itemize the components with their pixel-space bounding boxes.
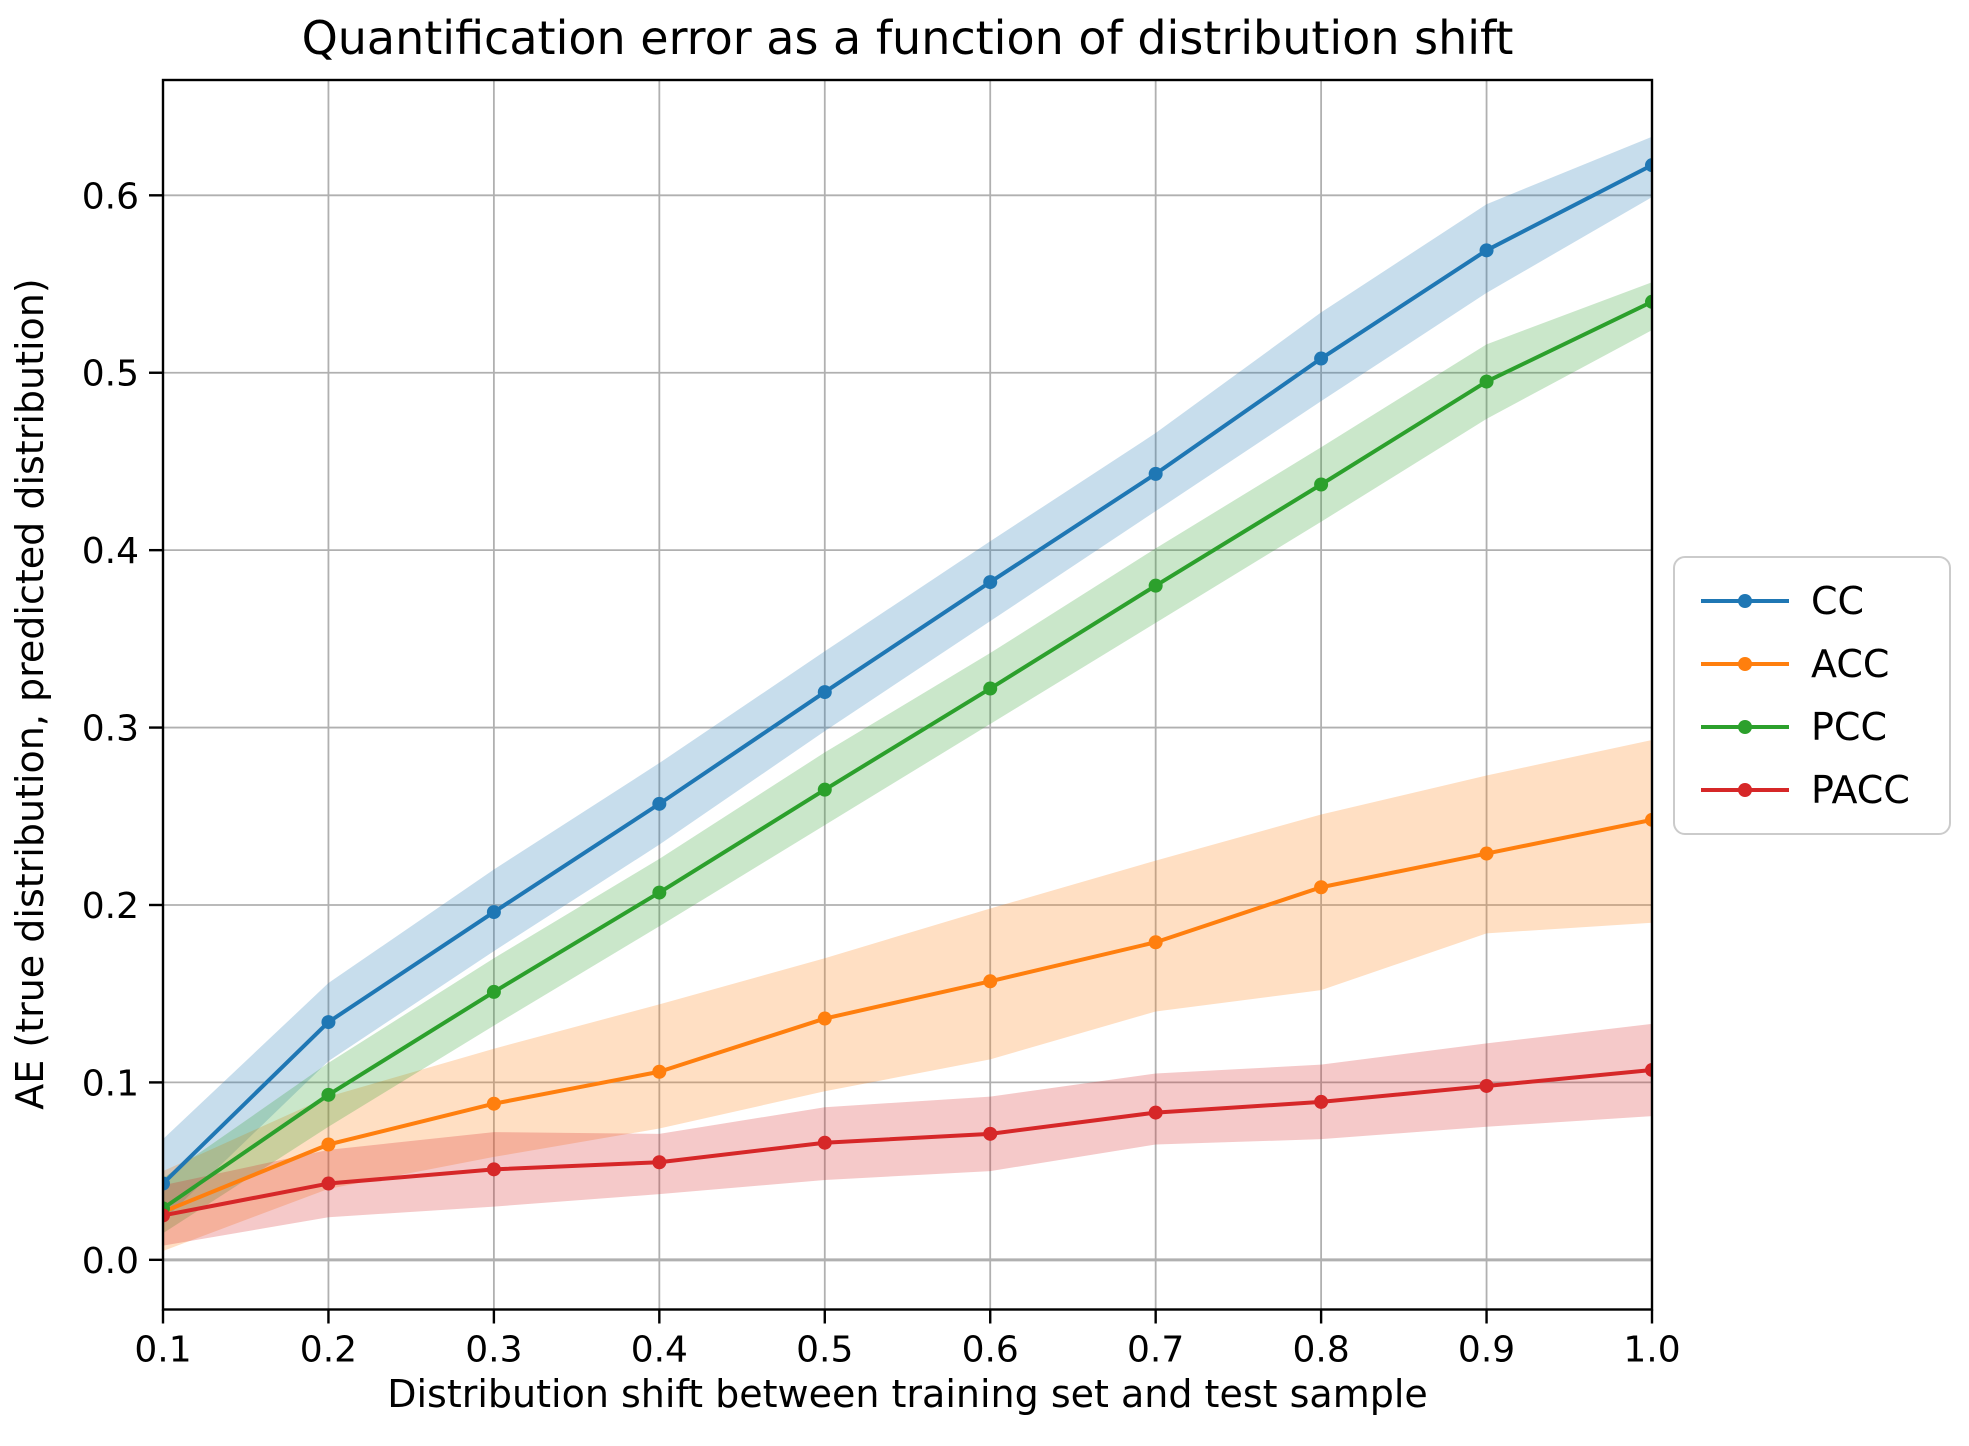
series-pcc [163,294,1652,1216]
line-cc [163,163,1652,1185]
legend-item-acc: ACC [1699,639,1925,689]
marker-acc [486,1096,501,1111]
marker-pcc [321,1087,336,1102]
marker-pcc [1314,477,1329,492]
marker-cc [652,796,667,811]
marker-pcc [817,782,832,797]
x-tick-label: 0.5 [796,1330,853,1371]
legend-marker-pacc [1738,783,1752,797]
marker-pcc [1148,578,1163,593]
legend-label-pcc: PCC [1811,705,1887,749]
y-tick-label: 0.0 [82,1241,139,1282]
marker-pacc [817,1135,832,1150]
line-pacc [163,1067,1652,1218]
marker-pacc [1148,1105,1163,1120]
line-acc [163,817,1652,1214]
marker-pacc [1645,1062,1652,1077]
x-tick-label: 0.8 [1292,1330,1349,1371]
marker-pacc [321,1176,336,1191]
series-acc [163,812,1652,1219]
marker-cc [486,905,501,920]
legend-marker-acc [1738,657,1752,671]
marker-acc [817,1011,832,1026]
marker-acc [1148,935,1163,950]
legend-item-pcc: PCC [1699,702,1925,752]
y-tick-label: 0.2 [82,886,139,927]
x-tick-label: 0.7 [1127,1330,1184,1371]
legend-label-cc: CC [1811,579,1865,623]
axes-spines [161,78,1654,1311]
x-tick-label: 0.1 [134,1330,191,1371]
legend-line-sample-acc [1701,657,1789,671]
marker-pacc [652,1155,667,1170]
legend-item-pacc: PACC [1699,765,1925,815]
marker-pcc [983,681,998,696]
x-tick-label: 0.3 [465,1330,522,1371]
series-pacc [163,1062,1652,1223]
marker-pacc [163,1208,170,1223]
legend-marker-pcc [1738,720,1752,734]
marker-acc [983,974,998,989]
y-tick-label: 0.6 [82,176,139,217]
marker-cc [1148,466,1163,481]
band-acc [163,739,1652,1251]
series-cc [163,158,1652,1191]
chart-title: Quantification error as a function of di… [301,11,1514,65]
marker-cc [983,575,998,590]
confidence-bands [163,136,1652,1251]
legend-label-pacc: PACC [1811,768,1910,812]
y-tick-label: 0.3 [82,709,139,750]
band-cc [163,136,1652,1221]
marker-cc [1479,243,1494,258]
y-tick-label: 0.1 [82,1063,139,1104]
band-pacc [163,1023,1652,1246]
legend-item-cc: CC [1699,576,1925,626]
marker-acc [1314,880,1329,895]
series-lines [163,158,1652,1223]
x-axis-label: Distribution shift between training set … [387,1372,1428,1416]
x-tick-label: 0.4 [631,1330,688,1371]
legend: CC ACC PCC PACC [1673,556,1951,835]
marker-pcc [486,984,501,999]
marker-acc [321,1137,336,1152]
axis-ticks: 0.1 0.2 0.3 0.4 0.5 0.6 0.7 0.8 0.9 1.0 0.0 0.1 0.2 0… [82,176,1681,1370]
marker-acc [1479,846,1494,861]
y-tick-label: 0.4 [82,531,139,572]
marker-pcc [1479,374,1494,389]
marker-cc [817,685,832,700]
x-tick-label: 0.2 [300,1330,357,1371]
marker-pacc [1314,1094,1329,1109]
legend-line-sample-pacc [1701,783,1789,797]
x-tick-label: 0.6 [962,1330,1019,1371]
y-tick-label: 0.5 [82,354,139,395]
marker-pacc [486,1162,501,1177]
marker-pcc [1645,294,1652,309]
marker-acc [652,1064,667,1079]
marker-cc [163,1176,170,1191]
legend-line-sample-cc [1701,594,1789,608]
marker-cc [1645,158,1652,173]
marker-cc [321,1015,336,1030]
marker-pacc [983,1126,998,1141]
x-tick-label: 0.9 [1458,1330,1515,1371]
legend-label-acc: ACC [1811,642,1890,686]
legend-marker-cc [1738,594,1752,608]
legend-line-sample-pcc [1701,720,1789,734]
marker-pcc [652,885,667,900]
line-pcc [163,299,1652,1211]
marker-pacc [1479,1078,1494,1093]
band-pcc [163,282,1652,1234]
x-tick-label: 1.0 [1623,1330,1680,1371]
marker-acc [1645,812,1652,827]
marker-cc [1314,351,1329,366]
